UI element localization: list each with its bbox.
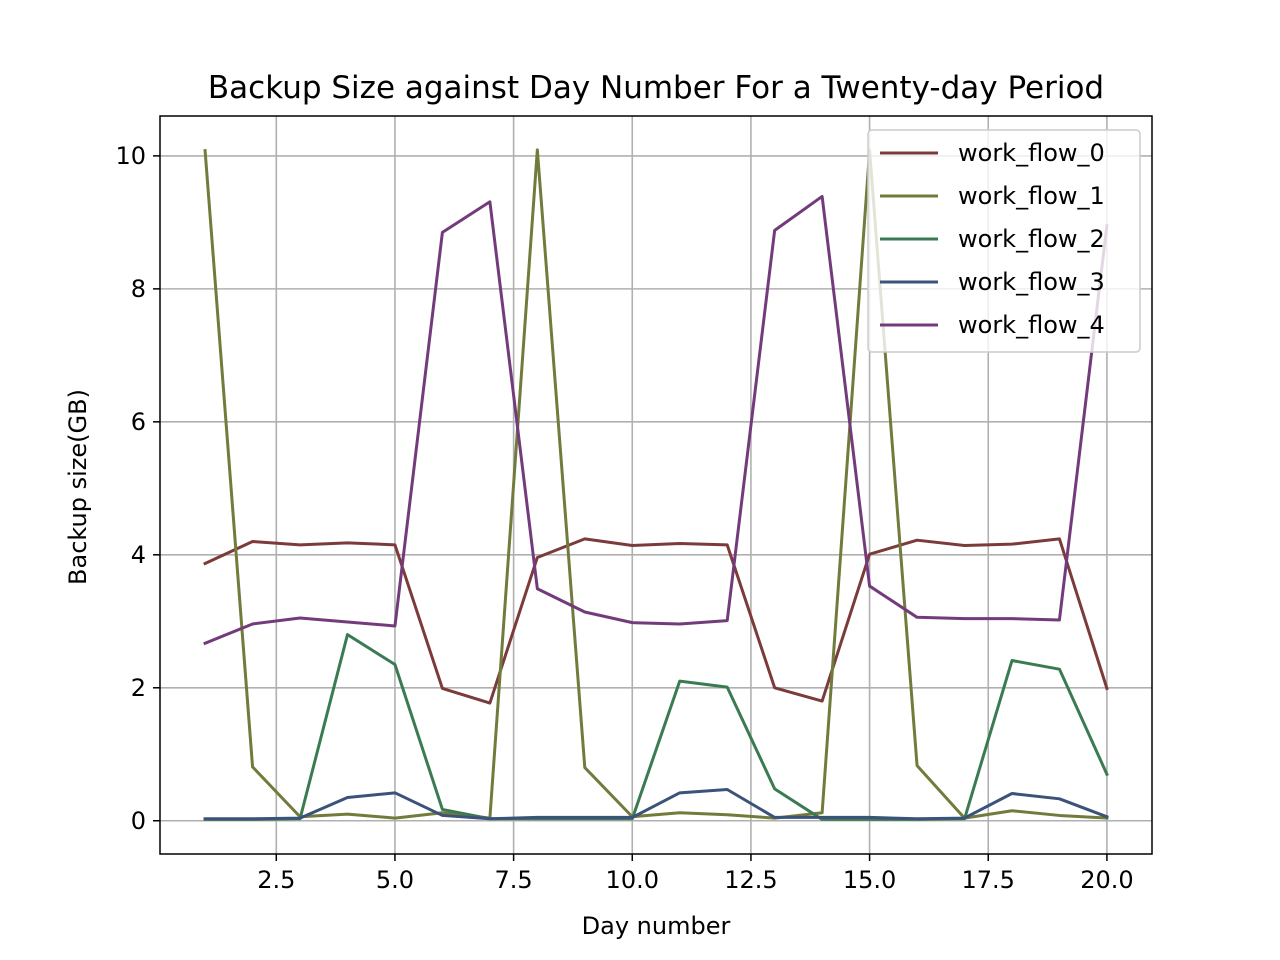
y-tick-label: 2 bbox=[131, 674, 146, 702]
legend: work_flow_0 work_flow_1 work_flow_2 work_fl… bbox=[867, 129, 1141, 353]
ticks: 2.5 5.0 7.5 10.0 12.5 15.0 17.5 20.0 0 2 4 6 8 10 bbox=[115, 142, 1133, 894]
x-tick-label: 10.0 bbox=[606, 866, 659, 894]
y-axis-label: Backup size(GB) bbox=[64, 389, 92, 585]
series-line-work-flow-0 bbox=[203, 537, 1109, 705]
legend-label: work_flow_3 bbox=[958, 268, 1105, 296]
y-tick-label: 8 bbox=[131, 275, 146, 303]
x-tick-label: 15.0 bbox=[843, 866, 896, 894]
legend-label: work_flow_1 bbox=[958, 182, 1105, 210]
series-line-work-flow-2 bbox=[203, 633, 1109, 821]
y-tick-label: 0 bbox=[131, 807, 146, 835]
y-tick-label: 4 bbox=[131, 541, 146, 569]
x-tick-label: 20.0 bbox=[1080, 866, 1133, 894]
y-tick-label: 10 bbox=[115, 142, 146, 170]
legend-label: work_flow_2 bbox=[958, 225, 1105, 253]
x-tick-label: 7.5 bbox=[495, 866, 533, 894]
x-tick-label: 2.5 bbox=[257, 866, 295, 894]
series-line-work-flow-4 bbox=[203, 194, 1109, 646]
chart-title: Backup Size against Day Number For a Twe… bbox=[208, 70, 1104, 106]
series-line-work-flow-3 bbox=[203, 788, 1109, 821]
legend-box bbox=[867, 129, 1141, 353]
series-layer bbox=[203, 148, 1109, 821]
legend-label: work_flow_0 bbox=[958, 139, 1105, 167]
y-tick-label: 6 bbox=[131, 408, 146, 436]
series-line-work-flow-1 bbox=[203, 148, 1109, 820]
x-tick-label: 17.5 bbox=[962, 866, 1015, 894]
legend-label: work_flow_4 bbox=[958, 311, 1105, 339]
x-tick-label: 5.0 bbox=[376, 866, 414, 894]
axes-frame bbox=[159, 115, 1153, 855]
x-axis-label: Day number bbox=[582, 912, 731, 940]
x-tick-label: 12.5 bbox=[724, 866, 777, 894]
